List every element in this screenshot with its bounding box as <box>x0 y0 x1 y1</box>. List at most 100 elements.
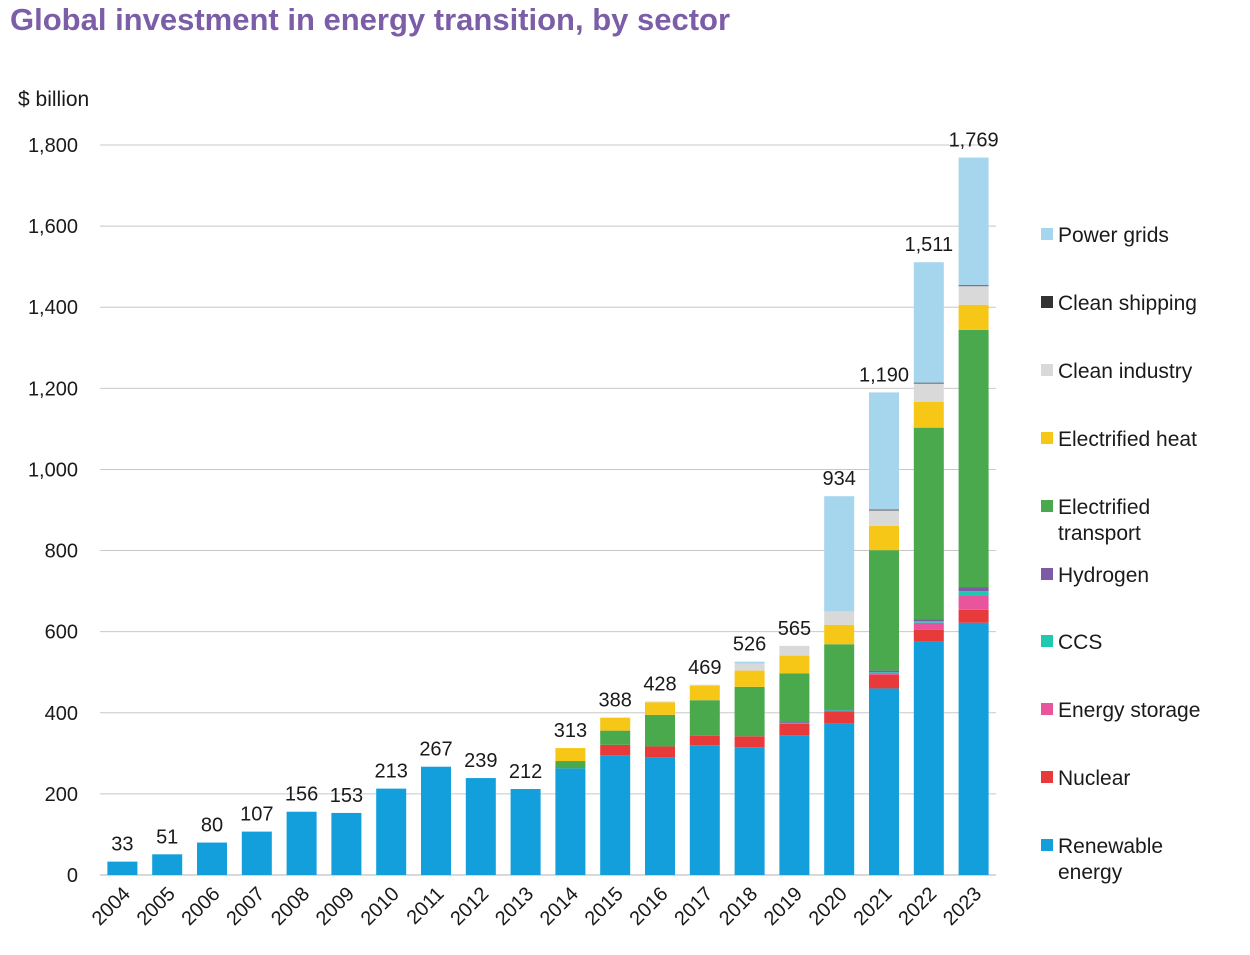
y-axis-label: $ billion <box>18 88 89 111</box>
y-tick-label: 1,600 <box>28 216 78 238</box>
x-tick-label-2021: 2021 <box>850 883 897 930</box>
bar-segment-clean-industry-2022 <box>913 383 944 402</box>
total-label-2023: 1,769 <box>949 130 999 152</box>
x-tick-label-2019: 2019 <box>760 883 807 930</box>
bar-segment-energy-storage-2021 <box>869 673 899 675</box>
bar-segment-nuclear-2019 <box>779 723 810 736</box>
bar-segment-clean-industry-2020 <box>824 611 855 625</box>
x-tick-label-2022: 2022 <box>894 883 941 930</box>
y-tick-label: 1,200 <box>28 378 78 400</box>
bar-segment-renewable-energy-2013 <box>510 789 541 875</box>
legend-swatch-8 <box>1041 771 1053 783</box>
bar-segment-electrified-heat-2015 <box>600 717 631 731</box>
bar-segment-electrified-heat-2020 <box>824 624 855 645</box>
total-label-2017: 469 <box>688 657 721 679</box>
legend-swatch-7 <box>1041 703 1053 715</box>
total-label-2016: 428 <box>643 673 676 695</box>
x-tick-label-2015: 2015 <box>581 883 628 930</box>
bar-segment-renewable-energy-2012 <box>465 778 496 875</box>
bar-segment-nuclear-2018 <box>734 736 765 748</box>
bar-segment-clean-industry-2017 <box>689 684 720 686</box>
bar-segment-hydrogen-2021 <box>869 670 899 673</box>
bar-segment-renewable-energy-2019 <box>779 735 810 875</box>
bar-segment-electrified-transport-2014 <box>555 761 586 769</box>
bar-segment-electrified-heat-2017 <box>689 685 720 701</box>
bar-segment-electrified-heat-2014 <box>555 748 586 762</box>
x-tick-label-2016: 2016 <box>626 883 673 930</box>
total-label-2004: 33 <box>111 834 133 856</box>
bar-segment-electrified-heat-2021 <box>869 525 899 551</box>
x-tick-label-2020: 2020 <box>805 883 852 930</box>
x-tick-label-2007: 2007 <box>222 883 269 930</box>
bar-segment-renewable-energy-2015 <box>600 755 631 875</box>
bar-segment-nuclear-2022 <box>913 629 944 642</box>
bar-segment-ccs-2023 <box>958 591 989 596</box>
x-tick-label-2006: 2006 <box>178 883 225 930</box>
x-tick-label-2009: 2009 <box>312 883 359 930</box>
legend-label-6: CCS <box>1058 631 1102 654</box>
total-label-2015: 388 <box>599 690 632 712</box>
bar-segment-renewable-energy-2018 <box>734 747 765 875</box>
total-label-2005: 51 <box>156 826 178 848</box>
total-label-2018: 526 <box>733 634 766 656</box>
total-label-2012: 239 <box>464 750 497 772</box>
bar-segment-renewable-energy-2022 <box>913 641 944 875</box>
legend-label-7: Energy storage <box>1058 699 1200 722</box>
total-label-2007: 107 <box>240 804 273 826</box>
legend-swatch-0 <box>1041 228 1053 240</box>
bar-segment-power-grids-2020 <box>824 496 855 612</box>
bar-segment-electrified-heat-2016 <box>645 702 675 715</box>
bar-segment-electrified-transport-2021 <box>869 550 899 671</box>
bar-segment-energy-storage-2020 <box>824 710 855 712</box>
legend-swatch-5 <box>1041 568 1053 580</box>
bar-segment-electrified-transport-2018 <box>734 686 765 737</box>
bar-segment-power-grids-2018 <box>734 661 765 664</box>
total-label-2010: 213 <box>375 761 408 783</box>
bar-segment-clean-industry-2018 <box>734 663 765 671</box>
bar-segment-power-grids-2023 <box>958 157 989 286</box>
legend-label-1: Clean shipping <box>1058 292 1197 315</box>
x-tick-label-2008: 2008 <box>267 883 314 930</box>
total-label-2022: 1,511 <box>905 234 954 256</box>
bar-segment-ccs-2022 <box>913 621 944 623</box>
bar-segment-nuclear-2016 <box>645 746 675 758</box>
legend-label-4: Electrified <box>1058 496 1150 519</box>
x-tick-label-2010: 2010 <box>357 883 404 930</box>
y-tick-label: 200 <box>45 784 78 806</box>
bar-segment-electrified-heat-2023 <box>958 304 989 330</box>
bar-segment-nuclear-2021 <box>869 674 899 689</box>
chart-title: Global investment in energy transition, … <box>10 2 731 37</box>
total-label-2020: 934 <box>823 468 856 490</box>
x-tick-label-2018: 2018 <box>715 883 762 930</box>
total-label-2013: 212 <box>509 761 542 783</box>
legend-swatch-2 <box>1041 364 1053 376</box>
bar-segment-ccs-2021 <box>869 672 899 674</box>
bar-segment-clean-shipping-2022 <box>913 382 944 384</box>
total-label-2008: 156 <box>285 784 318 806</box>
bar-segment-clean-industry-2016 <box>645 701 675 703</box>
legend-label-9: energy <box>1058 861 1123 884</box>
bar-segment-hydrogen-2020 <box>824 709 855 710</box>
y-tick-label: 1,400 <box>28 297 78 319</box>
y-tick-label: 0 <box>67 865 78 887</box>
bar-segment-clean-shipping-2023 <box>958 285 989 287</box>
bar-segment-renewable-energy-2011 <box>421 766 451 875</box>
total-label-2021: 1,190 <box>859 364 909 386</box>
bar-segment-renewable-energy-2010 <box>376 788 407 875</box>
bar-segment-renewable-energy-2005 <box>152 854 183 875</box>
bar-segment-nuclear-2023 <box>958 609 989 623</box>
bar-segment-electrified-transport-2016 <box>645 714 675 747</box>
bar-segment-renewable-energy-2021 <box>869 688 899 875</box>
bar-segment-renewable-energy-2014 <box>555 768 586 875</box>
bar-segment-ccs-2020 <box>824 709 855 711</box>
legend-label-5: Hydrogen <box>1058 564 1149 587</box>
total-label-2009: 153 <box>330 785 363 807</box>
x-tick-label-2011: 2011 <box>403 883 449 929</box>
bar-segment-energy-storage-2019 <box>779 722 810 724</box>
x-tick-label-2005: 2005 <box>133 883 180 930</box>
bar-segment-electrified-transport-2015 <box>600 730 631 745</box>
bar-segment-renewable-energy-2023 <box>958 622 989 875</box>
legend-swatch-3 <box>1041 432 1053 444</box>
bar-segment-clean-industry-2021 <box>869 510 899 526</box>
